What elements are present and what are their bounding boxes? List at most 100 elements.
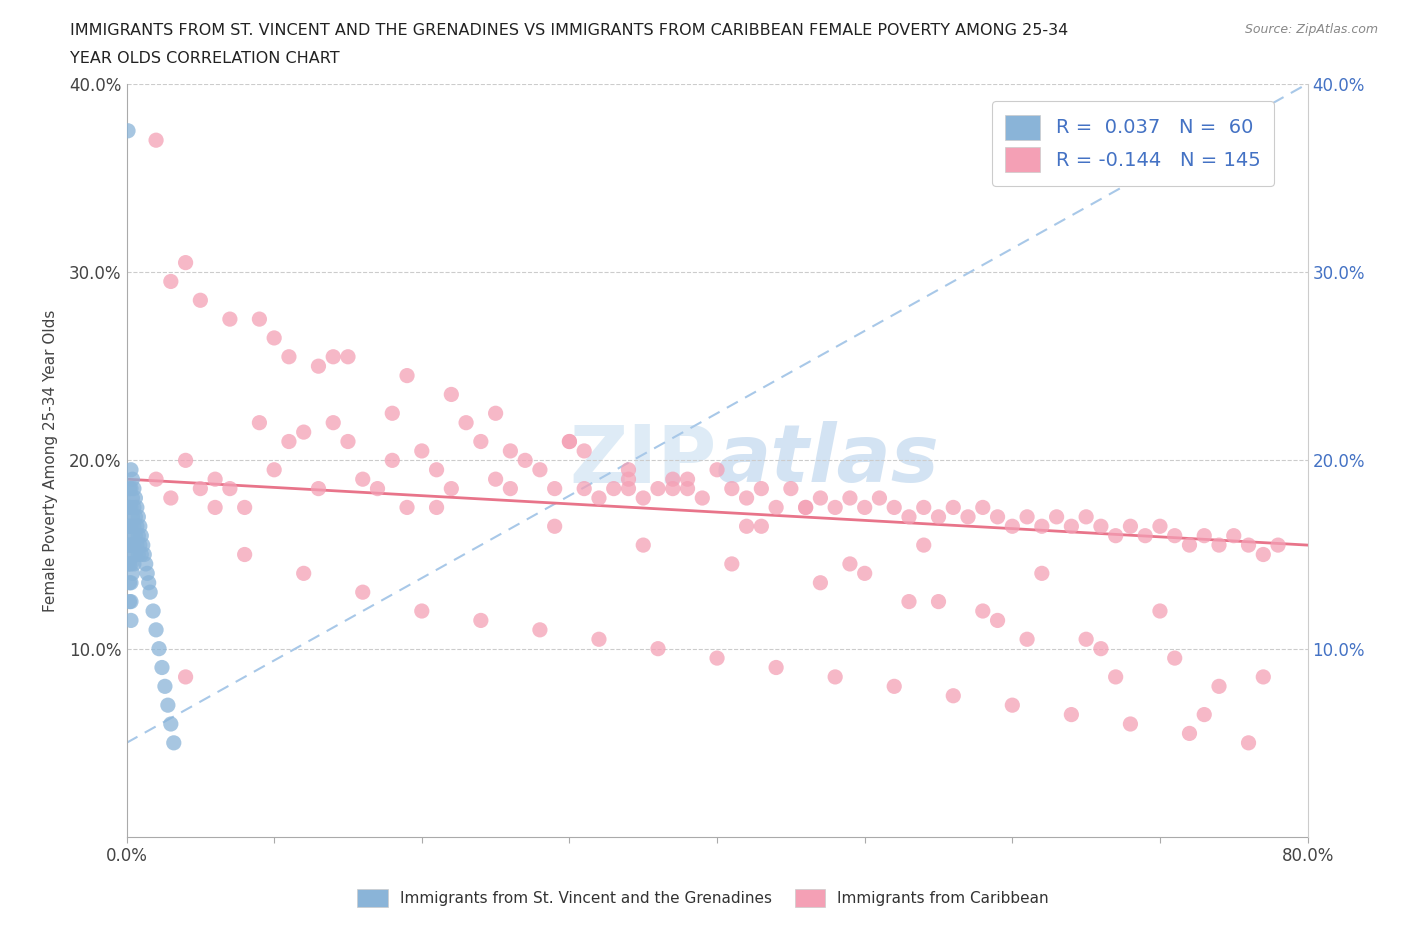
Point: [122, 556, 145, 571]
Point: [233, 500, 256, 515]
Point: [219, 312, 242, 326]
Text: atlas: atlas: [717, 421, 939, 499]
Point: [249, 312, 271, 326]
Point: [160, 717, 183, 732]
Point: [676, 472, 699, 486]
Legend: R =  0.037   N =  60, R = -0.144   N = 145: R = 0.037 N = 60, R = -0.144 N = 145: [991, 101, 1274, 186]
Point: [1192, 528, 1215, 543]
Point: [128, 538, 150, 552]
Point: [676, 481, 699, 496]
Text: YEAR OLDS CORRELATION CHART: YEAR OLDS CORRELATION CHART: [70, 51, 340, 66]
Point: [588, 631, 610, 646]
Point: [706, 462, 728, 477]
Point: [765, 500, 787, 515]
Point: [120, 576, 142, 591]
Point: [125, 519, 148, 534]
Text: Source: ZipAtlas.com: Source: ZipAtlas.com: [1244, 23, 1378, 36]
Point: [558, 434, 581, 449]
Point: [352, 472, 374, 486]
Point: [120, 538, 142, 552]
Point: [853, 500, 876, 515]
Point: [1208, 679, 1230, 694]
Point: [121, 565, 143, 580]
Point: [132, 538, 155, 552]
Point: [898, 594, 921, 609]
Point: [160, 274, 183, 289]
Point: [120, 594, 142, 609]
Point: [381, 405, 404, 420]
Point: [120, 481, 142, 496]
Point: [263, 330, 285, 345]
Point: [1253, 670, 1275, 684]
Point: [706, 651, 728, 666]
Point: [1267, 538, 1289, 552]
Point: [633, 491, 655, 506]
Point: [145, 133, 167, 148]
Point: [337, 434, 360, 449]
Point: [425, 500, 447, 515]
Point: [720, 481, 742, 496]
Point: [156, 698, 179, 712]
Point: [122, 519, 145, 534]
Point: [1192, 707, 1215, 722]
Point: [118, 500, 141, 515]
Point: [322, 350, 344, 365]
Point: [956, 510, 979, 525]
Point: [647, 481, 669, 496]
Point: [515, 453, 537, 468]
Point: [163, 736, 186, 751]
Point: [188, 293, 212, 308]
Point: [1090, 642, 1112, 657]
Point: [337, 350, 360, 365]
Point: [529, 622, 551, 637]
Point: [160, 491, 183, 506]
Point: [869, 491, 891, 506]
Point: [411, 604, 433, 618]
Point: [1237, 736, 1260, 751]
Point: [1017, 631, 1039, 646]
Point: [188, 481, 212, 496]
Point: [928, 510, 950, 525]
Point: [148, 642, 170, 657]
Point: [692, 491, 714, 506]
Point: [603, 481, 626, 496]
Point: [810, 576, 832, 591]
Point: [124, 528, 146, 543]
Point: [470, 613, 492, 628]
Point: [1237, 538, 1260, 552]
Point: [411, 444, 433, 458]
Point: [574, 481, 596, 496]
Point: [617, 462, 640, 477]
Point: [120, 519, 142, 534]
Point: [440, 387, 463, 402]
Point: [794, 500, 817, 515]
Point: [233, 547, 256, 562]
Point: [1105, 528, 1128, 543]
Point: [138, 576, 160, 591]
Point: [735, 519, 758, 534]
Point: [1090, 519, 1112, 534]
Point: [1178, 538, 1201, 552]
Point: [1076, 510, 1098, 525]
Point: [135, 556, 157, 571]
Point: [121, 547, 143, 562]
Point: [912, 500, 935, 515]
Point: [139, 585, 162, 600]
Point: [883, 500, 905, 515]
Point: [127, 528, 149, 543]
Point: [278, 350, 301, 365]
Point: [735, 491, 758, 506]
Point: [1001, 698, 1024, 712]
Point: [662, 472, 685, 486]
Point: [499, 444, 522, 458]
Point: [118, 594, 141, 609]
Point: [1208, 538, 1230, 552]
Point: [120, 556, 142, 571]
Point: [588, 491, 610, 506]
Point: [456, 415, 478, 430]
Point: [617, 472, 640, 486]
Point: [1046, 510, 1069, 525]
Point: [127, 547, 149, 562]
Point: [396, 500, 419, 515]
Point: [129, 547, 153, 562]
